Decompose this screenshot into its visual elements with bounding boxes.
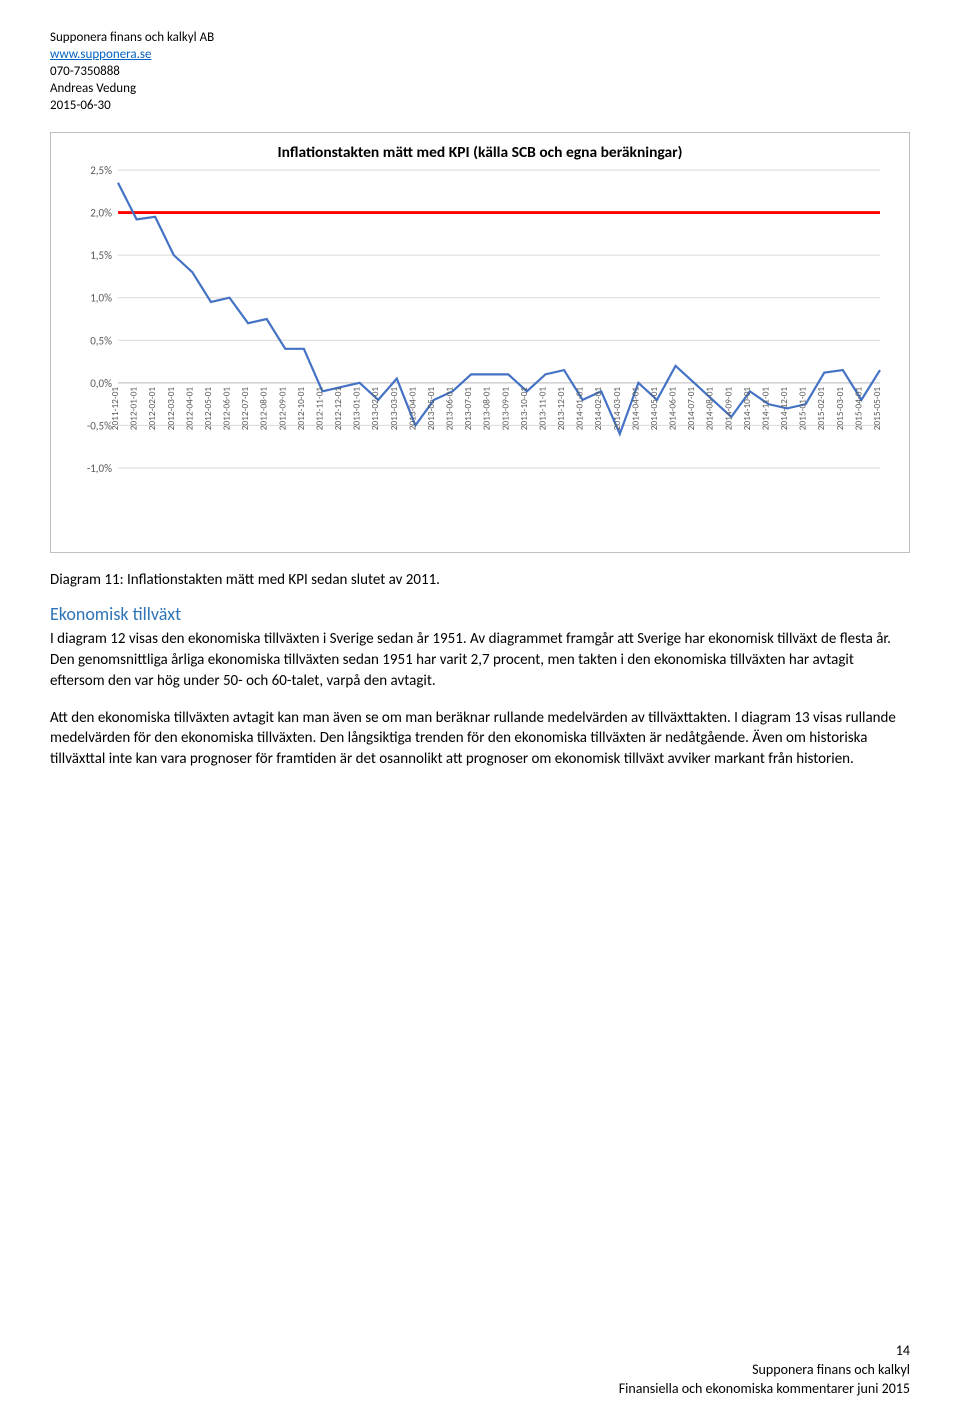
chart-title: Inflationstakten mätt med KPI (källa SCB… <box>61 143 899 162</box>
svg-text:2013-09-01: 2013-09-01 <box>500 387 511 431</box>
svg-text:0,5%: 0,5% <box>90 335 112 348</box>
svg-text:2013-04-01: 2013-04-01 <box>407 387 418 431</box>
svg-text:2015-05-01: 2015-05-01 <box>872 387 883 431</box>
para-1: I diagram 12 visas den ekonomiska tillvä… <box>50 629 910 691</box>
svg-text:2012-04-01: 2012-04-01 <box>184 387 195 431</box>
svg-text:2013-05-01: 2013-05-01 <box>426 387 437 431</box>
header-date: 2015-06-30 <box>50 98 910 115</box>
svg-text:2013-10-01: 2013-10-01 <box>519 387 530 431</box>
svg-text:2012-11-01: 2012-11-01 <box>314 387 325 431</box>
svg-text:1,0%: 1,0% <box>90 292 112 305</box>
svg-text:2,5%: 2,5% <box>90 166 112 177</box>
svg-text:2012-10-01: 2012-10-01 <box>296 387 307 431</box>
svg-text:2014-02-01: 2014-02-01 <box>593 387 604 431</box>
chart-svg: -1,0% -0,5% 0,0% 0,5% 1,0% 1,5% 2,0% 2,5% 2011-1… <box>61 166 899 546</box>
svg-text:2015-04-01: 2015-04-01 <box>853 387 864 431</box>
svg-text:2014-04-01: 2014-04-01 <box>630 387 641 431</box>
svg-text:2013-02-01: 2013-02-01 <box>370 387 381 431</box>
para-2: Att den ekonomiska tillväxten avtagit ka… <box>50 708 910 770</box>
svg-text:2012-08-01: 2012-08-01 <box>259 387 270 431</box>
svg-text:-1,0%: -1,0% <box>87 462 112 475</box>
svg-text:2013-12-01: 2013-12-01 <box>556 387 567 431</box>
svg-text:2014-06-01: 2014-06-01 <box>668 387 679 431</box>
svg-text:2012-02-01: 2012-02-01 <box>147 387 158 431</box>
section-heading: Ekonomisk tillväxt <box>50 603 910 625</box>
svg-text:2012-01-01: 2012-01-01 <box>129 387 140 431</box>
svg-text:2014-03-01: 2014-03-01 <box>612 387 623 431</box>
svg-text:2012-07-01: 2012-07-01 <box>240 387 251 431</box>
svg-text:2,0%: 2,0% <box>90 207 112 220</box>
svg-text:0,0%: 0,0% <box>90 377 112 390</box>
svg-text:2014-12-01: 2014-12-01 <box>779 387 790 431</box>
page-number: 14 <box>619 1342 910 1361</box>
svg-text:2012-05-01: 2012-05-01 <box>203 387 214 431</box>
svg-text:2012-06-01: 2012-06-01 <box>222 387 233 431</box>
svg-text:2013-03-01: 2013-03-01 <box>389 387 400 431</box>
svg-text:2012-12-01: 2012-12-01 <box>333 387 344 431</box>
svg-text:2014-11-01: 2014-11-01 <box>760 387 771 431</box>
chart-caption: Diagram 11: Inflationstakten mätt med KP… <box>50 571 910 589</box>
svg-text:2012-09-01: 2012-09-01 <box>277 387 288 431</box>
page-header: Supponera finans och kalkyl AB www.suppo… <box>50 30 910 114</box>
svg-text:2014-09-01: 2014-09-01 <box>723 387 734 431</box>
svg-text:2013-01-01: 2013-01-01 <box>352 387 363 431</box>
svg-text:2013-06-01: 2013-06-01 <box>445 387 456 431</box>
svg-text:2013-07-01: 2013-07-01 <box>463 387 474 431</box>
page-footer: 14 Supponera finans och kalkyl Finansiel… <box>619 1342 910 1399</box>
header-link[interactable]: www.supponera.se <box>50 47 152 62</box>
svg-text:2012-03-01: 2012-03-01 <box>166 387 177 431</box>
svg-text:2014-01-01: 2014-01-01 <box>575 387 586 431</box>
inflation-chart: Inflationstakten mätt med KPI (källa SCB… <box>50 132 910 553</box>
svg-text:2013-11-01: 2013-11-01 <box>537 387 548 431</box>
footer-line2: Finansiella och ekonomiska kommentarer j… <box>619 1380 910 1399</box>
header-company: Supponera finans och kalkyl AB <box>50 30 910 47</box>
svg-text:2011-12-01: 2011-12-01 <box>110 387 121 431</box>
svg-text:2015-01-01: 2015-01-01 <box>798 387 809 431</box>
svg-text:1,5%: 1,5% <box>90 250 112 263</box>
svg-text:2014-10-01: 2014-10-01 <box>742 387 753 431</box>
svg-text:-0,5%: -0,5% <box>87 420 112 433</box>
svg-text:2015-02-01: 2015-02-01 <box>816 387 827 431</box>
svg-text:2014-07-01: 2014-07-01 <box>686 387 697 431</box>
svg-text:2013-08-01: 2013-08-01 <box>482 387 493 431</box>
svg-text:2014-05-01: 2014-05-01 <box>649 387 660 431</box>
svg-text:2015-03-01: 2015-03-01 <box>835 387 846 431</box>
header-name: Andreas Vedung <box>50 81 910 98</box>
footer-line1: Supponera finans och kalkyl <box>619 1361 910 1380</box>
svg-text:2014-08-01: 2014-08-01 <box>705 387 716 431</box>
header-phone: 070-7350888 <box>50 64 910 81</box>
